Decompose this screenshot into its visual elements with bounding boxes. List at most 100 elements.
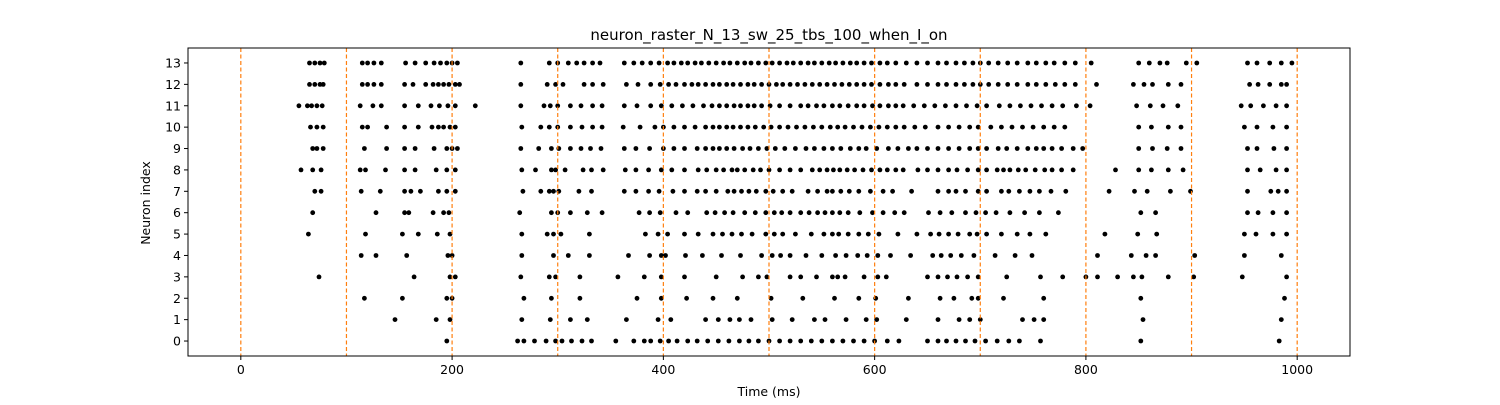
spike-point [1041, 295, 1047, 301]
spike-point [446, 210, 452, 216]
spike-point [967, 124, 973, 130]
spike-point [1146, 60, 1152, 66]
spike-point [445, 103, 451, 109]
spike-point [1165, 82, 1171, 87]
spike-point [901, 82, 907, 87]
spike-point [854, 82, 860, 87]
spike-point [721, 60, 726, 66]
spike-point [986, 60, 992, 66]
spike-point [995, 82, 1001, 87]
spike-point [831, 167, 836, 173]
spike-point [403, 60, 408, 66]
spike-point [953, 82, 959, 87]
spike-point [969, 295, 975, 301]
spike-point [658, 167, 664, 173]
spike-point [719, 253, 724, 258]
spike-point [637, 124, 643, 130]
spike-point [963, 188, 968, 194]
spike-point [1033, 146, 1039, 151]
spike-point [1157, 60, 1163, 66]
spike-point [738, 124, 743, 130]
spike-point [812, 317, 817, 322]
spike-point [701, 103, 706, 109]
spike-point [620, 124, 626, 130]
spike-point [402, 146, 407, 151]
spike-point [519, 124, 525, 130]
spike-point [749, 231, 755, 237]
spike-point [1072, 60, 1078, 66]
spike-point [764, 274, 770, 280]
spike-point [975, 295, 981, 301]
spike-point [710, 231, 716, 237]
spike-point [1007, 167, 1013, 173]
spike-point [845, 231, 851, 237]
spike-point [722, 210, 727, 216]
spike-point [430, 82, 436, 87]
spike-point [956, 146, 962, 151]
spike-point [965, 167, 970, 173]
spike-point [787, 103, 793, 109]
spike-point [310, 210, 316, 216]
spike-point [1150, 82, 1155, 87]
spike-point [1017, 338, 1022, 344]
spike-point [739, 188, 744, 194]
spike-point [646, 167, 651, 173]
spike-point [1284, 103, 1289, 109]
spike-point [1012, 253, 1018, 258]
spike-point [1017, 188, 1022, 194]
spike-point [774, 82, 779, 87]
spike-point [306, 231, 311, 237]
spike-point [715, 338, 721, 344]
spike-point [835, 124, 841, 130]
spike-point [695, 231, 701, 237]
spike-point [915, 167, 921, 173]
spike-point [587, 231, 592, 237]
spike-point [1284, 188, 1289, 194]
spike-point [320, 82, 326, 87]
spike-point [621, 146, 627, 151]
spike-point [517, 210, 523, 216]
spike-point [690, 103, 696, 109]
spike-point [1001, 167, 1006, 173]
spike-point [995, 60, 1001, 66]
spike-point [935, 82, 941, 87]
spike-point [935, 317, 941, 322]
spike-point [402, 188, 407, 194]
spike-point [975, 274, 981, 280]
spike-point [455, 60, 460, 66]
spike-point [838, 188, 844, 194]
spike-point [669, 103, 675, 109]
spike-point [1242, 253, 1247, 258]
spike-point [886, 146, 891, 151]
spike-point [819, 253, 825, 258]
spike-point [830, 188, 835, 194]
spike-point [883, 274, 889, 280]
spike-point [436, 124, 441, 130]
spike-point [742, 60, 748, 66]
spike-point [449, 253, 455, 258]
spike-point [658, 295, 664, 301]
spike-point [994, 338, 1000, 344]
spike-point [1014, 60, 1020, 66]
spike-point [873, 295, 879, 301]
spike-point [556, 146, 562, 151]
spike-point [378, 103, 384, 109]
spike-point [770, 188, 776, 194]
spike-point [657, 338, 663, 344]
spike-point [984, 188, 989, 194]
spike-point [875, 253, 881, 258]
spike-point [870, 103, 875, 109]
spike-point [768, 295, 774, 301]
spike-point [751, 82, 757, 87]
spike-point [787, 338, 793, 344]
spike-point [884, 124, 890, 130]
spike-point [584, 317, 590, 322]
spike-point [766, 167, 772, 173]
spike-point [359, 82, 365, 87]
spike-point [682, 188, 687, 194]
spike-point [983, 338, 988, 344]
spike-point [925, 167, 930, 173]
spike-point [903, 317, 909, 322]
spike-point [1245, 60, 1250, 66]
spike-point [751, 103, 757, 109]
